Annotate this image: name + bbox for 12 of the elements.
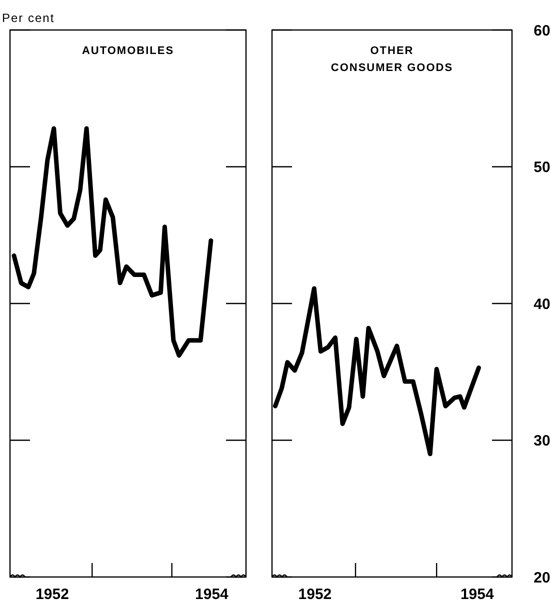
x-tick-label: 1954 bbox=[195, 586, 230, 603]
y-tick-label: 40 bbox=[534, 296, 550, 313]
text: OTHER CONSUMER GOODS bbox=[330, 45, 454, 74]
x-tick-label: 1952 bbox=[36, 586, 69, 603]
x-tick-label: 1952 bbox=[298, 586, 332, 603]
y-tick-label: 20 bbox=[534, 569, 550, 586]
y-tick-label: 60 bbox=[534, 22, 550, 40]
text: AUTOMOBILES bbox=[82, 45, 174, 57]
y-tick-label: 30 bbox=[534, 432, 550, 450]
y-tick-label: 50 bbox=[534, 159, 550, 176]
y-axis-title: Per cent bbox=[2, 11, 55, 25]
x-tick-label: 1954 bbox=[460, 586, 494, 603]
